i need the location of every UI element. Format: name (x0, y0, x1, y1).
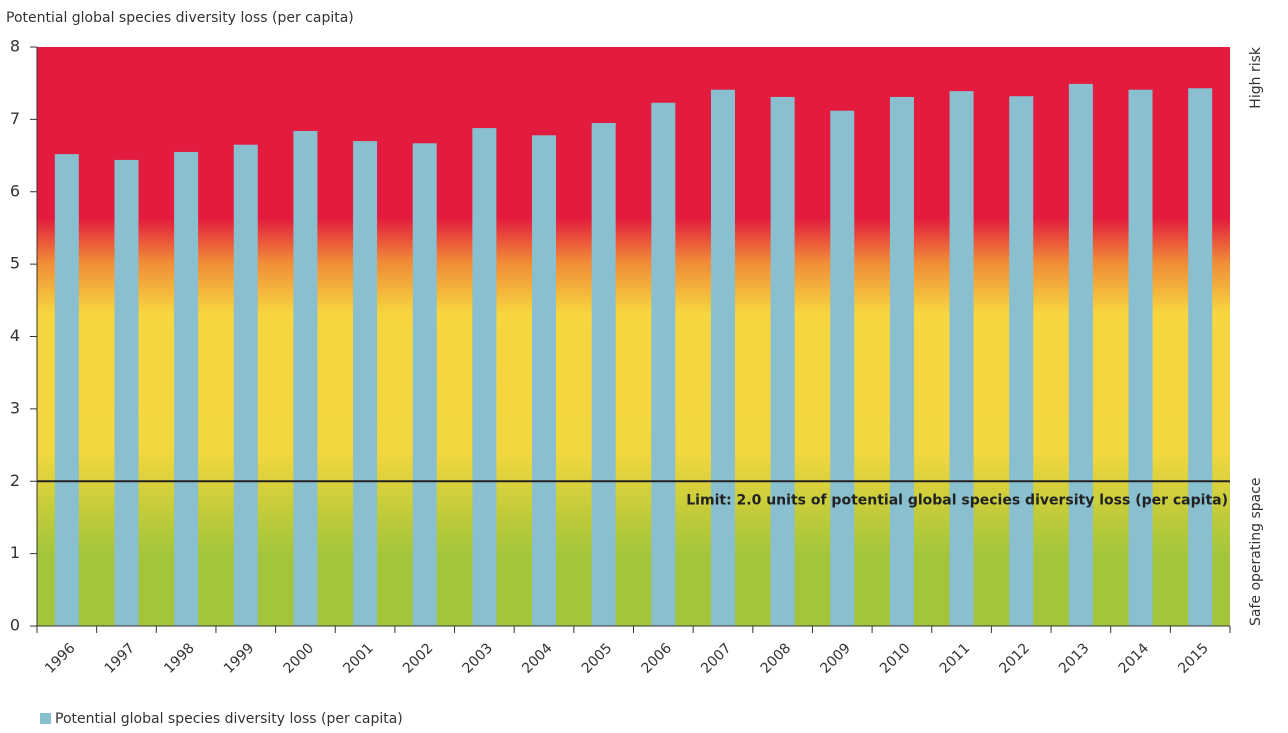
bar (710, 89, 735, 627)
bar (532, 135, 557, 627)
zone-label: Safe operating space (1248, 477, 1264, 626)
y-tick-label: 5 (10, 254, 20, 273)
bar (591, 122, 616, 627)
axis-title: Potential global species diversity loss … (6, 10, 354, 26)
bar (889, 96, 914, 627)
x-tick-label: 2002 (400, 640, 437, 677)
bar (114, 159, 139, 626)
x-tick-label: 2007 (698, 640, 735, 677)
plot-background (37, 47, 1230, 626)
x-tick-label: 2009 (817, 640, 854, 677)
bar (949, 91, 974, 627)
bar (1128, 89, 1153, 627)
bar (54, 154, 79, 627)
bar (651, 102, 676, 626)
legend-label: Potential global species diversity loss … (55, 711, 403, 727)
x-tick-label: 2010 (877, 640, 914, 677)
bar (1068, 83, 1093, 626)
x-tick-label: 2004 (519, 640, 556, 677)
bar (233, 144, 258, 627)
x-tick-label: 2012 (996, 640, 1033, 677)
bar (412, 143, 437, 627)
x-tick-label: 2014 (1116, 640, 1153, 677)
x-tick-label: 2011 (937, 640, 974, 677)
bar (770, 96, 795, 627)
bar (472, 128, 497, 626)
limit-label: Limit: 2.0 units of potential global spe… (686, 492, 1228, 508)
x-tick-label: 1998 (161, 640, 198, 677)
y-tick-label: 1 (10, 543, 20, 562)
y-tick-label: 7 (10, 109, 20, 128)
bar (174, 151, 199, 626)
y-tick-label: 0 (10, 616, 20, 635)
y-tick-label: 8 (10, 37, 20, 56)
bar (1009, 96, 1034, 627)
x-tick-label: 2015 (1175, 640, 1212, 677)
bar (1188, 88, 1213, 626)
zone-label: High risk (1248, 46, 1264, 109)
x-tick-label: 1999 (221, 640, 258, 677)
legend-swatch (40, 713, 51, 724)
x-tick-label: 2008 (758, 640, 795, 677)
y-tick-label: 4 (10, 326, 20, 345)
x-tick-label: 2001 (340, 640, 377, 677)
y-tick-label: 2 (10, 471, 20, 490)
x-tick-label: 1996 (42, 640, 79, 677)
y-tick-label: 6 (10, 181, 20, 200)
bar (293, 130, 318, 626)
x-tick-label: 2005 (579, 640, 616, 677)
bar (830, 110, 855, 626)
bar (353, 141, 378, 626)
x-tick-label: 2013 (1056, 640, 1093, 677)
y-tick-label: 3 (10, 398, 20, 417)
x-tick-label: 2006 (638, 640, 675, 677)
x-tick-label: 2000 (281, 640, 318, 677)
x-tick-label: 1997 (102, 640, 139, 677)
x-tick-label: 2003 (460, 640, 497, 677)
